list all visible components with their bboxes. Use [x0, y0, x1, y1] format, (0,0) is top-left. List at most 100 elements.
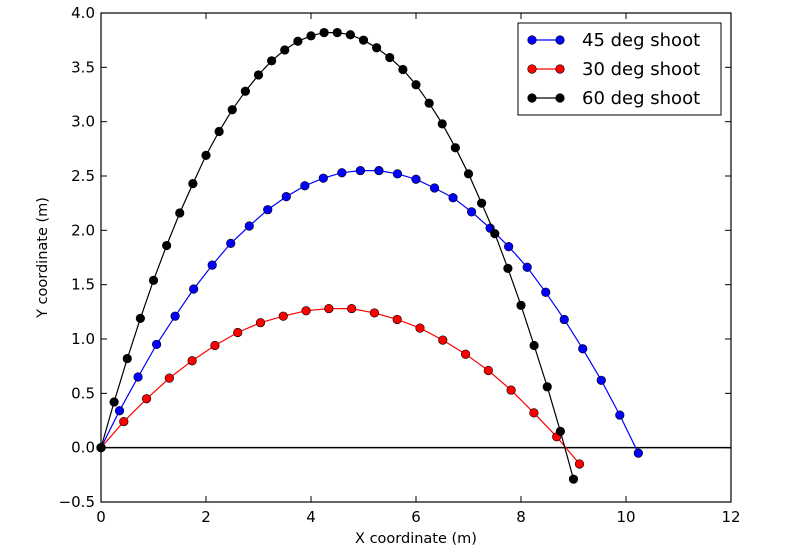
data-point	[162, 240, 172, 251]
data-point	[201, 150, 211, 160]
legend-label: 45 deg shoot	[582, 30, 700, 51]
y-tick-label: 0.0	[71, 439, 95, 457]
legend-marker	[527, 35, 537, 45]
legend-label: 30 deg shoot	[582, 59, 700, 80]
data-point	[369, 308, 380, 318]
data-point	[119, 416, 129, 427]
data-point	[437, 119, 447, 129]
data-point	[347, 303, 357, 314]
data-point	[255, 318, 266, 328]
data-point	[506, 385, 516, 395]
x-tick-label: 12	[721, 508, 740, 526]
data-point	[559, 314, 569, 325]
data-point	[281, 192, 291, 202]
y-tick-label: −0.5	[59, 493, 95, 511]
data-point	[332, 27, 342, 38]
data-point	[568, 474, 579, 484]
axis-ticks: 0 2 4 6 8 10 12 −0.5 0.0 0.5 1.0 1.5 2.0 2.5 3.0 3.5 4.0	[59, 4, 741, 526]
data-point	[529, 340, 539, 351]
legend-item: 30 deg shoot	[527, 59, 700, 80]
data-point	[372, 43, 382, 53]
legend: 45 deg shoot 30 deg shoot 60 deg shoot	[517, 22, 722, 116]
data-point	[415, 323, 425, 333]
data-point	[319, 27, 329, 38]
data-point	[244, 221, 254, 231]
data-point	[516, 300, 526, 310]
y-tick-label: 1.5	[71, 276, 95, 294]
series-line	[100, 308, 580, 465]
data-point	[300, 181, 310, 191]
data-point	[429, 183, 440, 193]
data-point	[542, 382, 552, 392]
legend-item: 45 deg shoot	[527, 30, 700, 51]
y-tick-label: 3.5	[71, 58, 95, 76]
series-line	[100, 170, 639, 454]
data-point	[301, 306, 311, 316]
data-point	[490, 228, 500, 239]
data-point	[141, 394, 152, 404]
data-point	[541, 287, 551, 297]
data-point	[164, 373, 174, 383]
data-point	[450, 143, 460, 153]
data-point	[411, 174, 421, 184]
data-point	[188, 179, 198, 189]
x-tick-label: 2	[201, 508, 211, 526]
data-point	[151, 339, 162, 350]
data-point	[358, 35, 369, 45]
data-point	[529, 408, 539, 418]
data-point	[189, 284, 199, 294]
data-point	[424, 98, 434, 108]
data-point	[114, 406, 125, 416]
data-point	[148, 275, 159, 285]
y-tick-label: 2.0	[71, 221, 95, 239]
data-point	[278, 311, 288, 321]
data-point	[392, 169, 403, 179]
data-point	[477, 198, 487, 208]
data-point	[175, 208, 185, 218]
data-point	[578, 344, 588, 354]
data-point	[483, 365, 493, 376]
data-point	[267, 56, 277, 66]
data-point	[306, 31, 316, 41]
data-point	[463, 169, 474, 179]
data-point	[318, 173, 328, 183]
legend-marker	[527, 93, 537, 103]
data-point	[280, 45, 290, 55]
data-point	[214, 126, 224, 137]
legend-label: 60 deg shoot	[582, 88, 700, 109]
data-point	[293, 36, 303, 46]
data-point	[596, 375, 606, 385]
data-point	[135, 313, 145, 323]
series-60-deg-shoot	[96, 27, 579, 484]
data-point	[392, 314, 402, 325]
x-axis-label: X coordinate (m)	[355, 531, 477, 547]
data-point	[460, 349, 471, 359]
data-point	[355, 165, 366, 176]
data-point	[555, 426, 565, 436]
legend-marker	[555, 93, 565, 103]
x-tick-label: 6	[411, 508, 421, 526]
data-point	[324, 303, 334, 314]
data-point	[345, 30, 355, 40]
data-point	[374, 165, 384, 176]
data-point	[240, 86, 250, 96]
data-point	[448, 193, 458, 203]
legend-marker	[555, 64, 565, 74]
data-point	[504, 242, 514, 252]
data-point	[337, 168, 347, 178]
data-point	[522, 262, 532, 272]
data-point	[503, 263, 513, 273]
x-tick-label: 4	[306, 508, 316, 526]
data-point	[398, 64, 408, 75]
data-point	[122, 353, 132, 364]
data-point	[466, 207, 477, 217]
data-point	[170, 311, 180, 321]
data-point	[109, 397, 119, 407]
data-point	[207, 260, 217, 270]
data-point	[633, 448, 643, 458]
y-axis-label: Y coordinate (m)	[35, 197, 51, 319]
data-point	[263, 205, 273, 215]
x-tick-label: 10	[616, 508, 635, 526]
data-point	[438, 335, 448, 345]
